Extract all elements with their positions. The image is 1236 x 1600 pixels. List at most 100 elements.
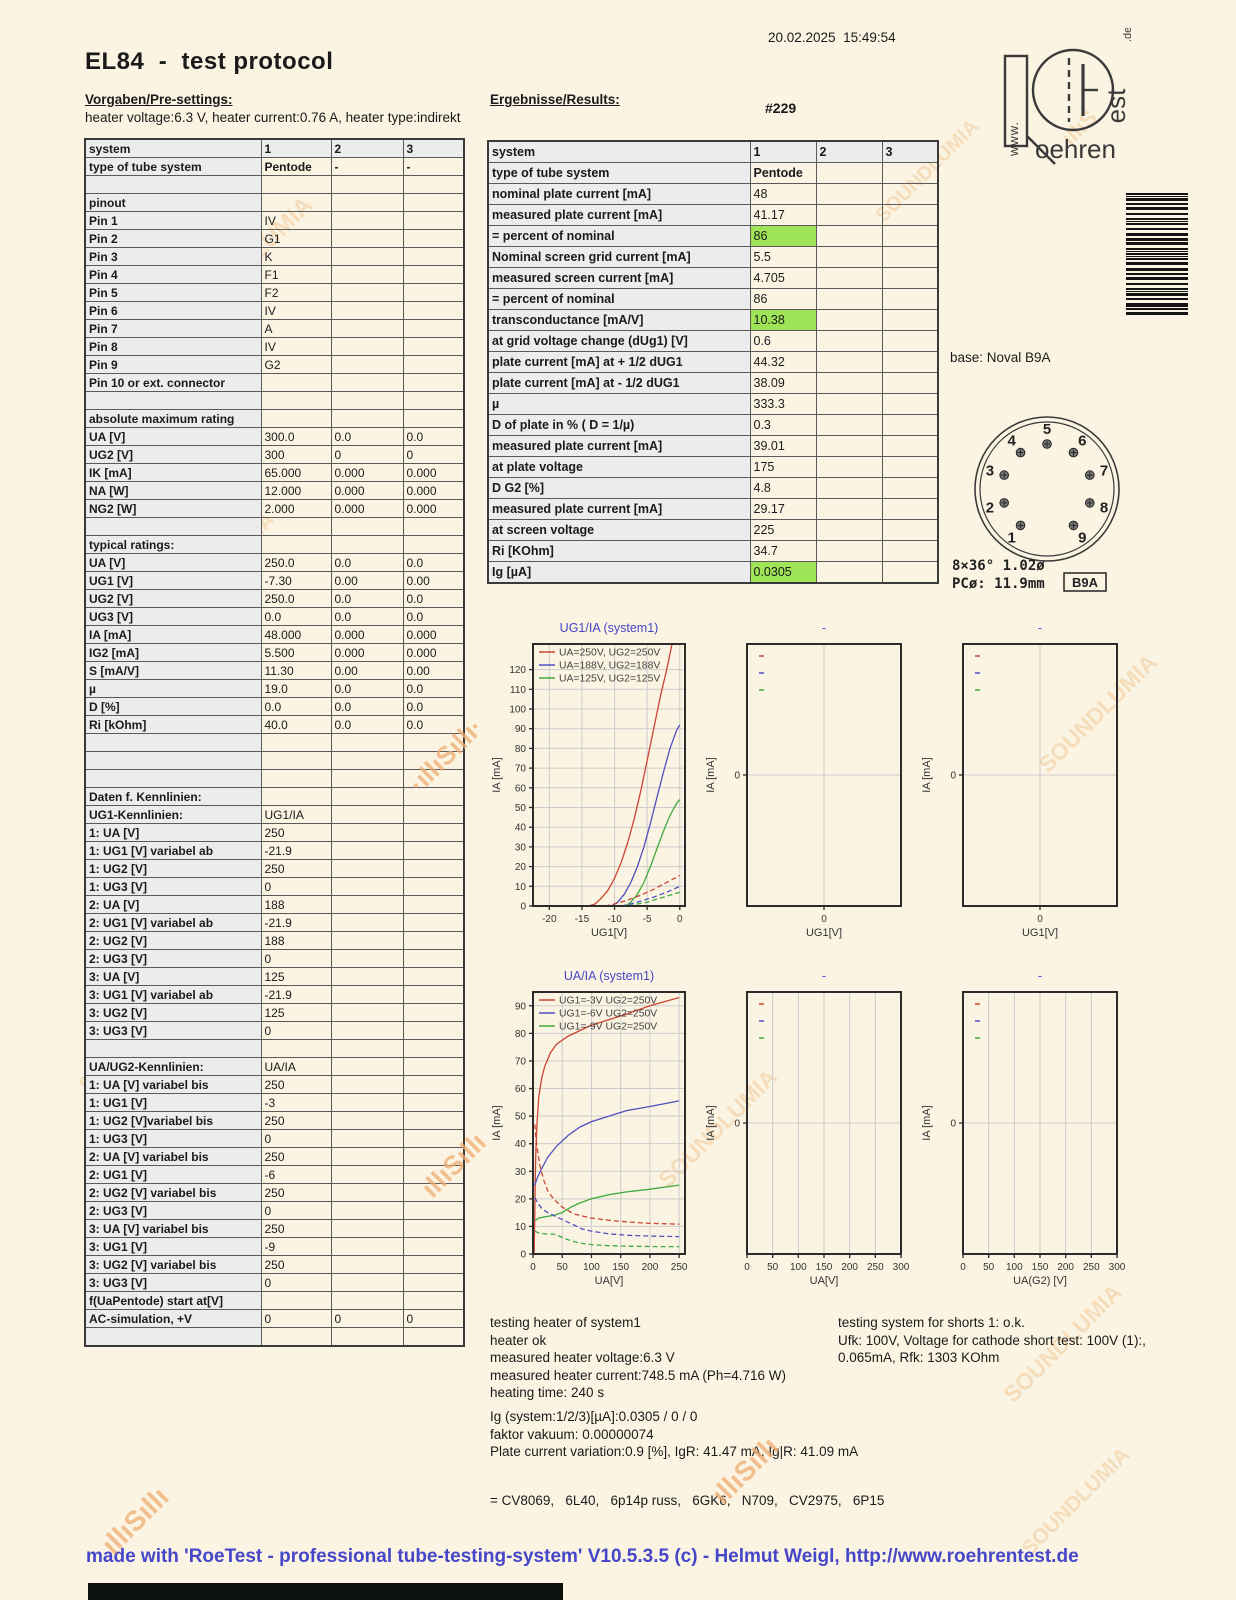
presetting-row: 3: UG1 [V] -9	[84, 1237, 465, 1256]
series-ig2-ug1-3v	[534, 1124, 680, 1225]
presetting-row	[84, 391, 465, 410]
row-label: NG2 [W]	[84, 499, 262, 518]
footer-credit: made with 'RoeTest - professional tube-t…	[86, 1546, 1079, 1567]
result-row: = percent of nominal 86	[487, 288, 939, 310]
row-value-3	[881, 351, 939, 373]
row-label: at grid voltage change (dUg1) [V]	[487, 330, 751, 352]
row-value-1	[260, 409, 332, 428]
row-value-1: Pentode	[260, 157, 332, 176]
row-value-2	[330, 1021, 404, 1040]
barcode	[1126, 193, 1188, 315]
row-value-1: 48	[749, 183, 817, 205]
svg-text:0: 0	[1037, 914, 1043, 925]
row-value-2	[330, 337, 404, 356]
x-axis-label: UA(G2) [V]	[1013, 1275, 1067, 1287]
presetting-row: Pin 2 G1	[84, 229, 465, 248]
base-label: base: Noval B9A	[950, 350, 1051, 365]
row-label: µ	[84, 679, 262, 698]
svg-text:100: 100	[1006, 1262, 1023, 1273]
row-value-3	[402, 1291, 465, 1310]
row-value-2	[330, 913, 404, 932]
svg-text:0: 0	[734, 771, 740, 782]
row-label: IA [mA]	[84, 625, 262, 644]
chart-title: -	[1038, 969, 1042, 983]
row-value-2	[815, 267, 883, 289]
row-value-3	[402, 841, 465, 860]
chart-title: -	[822, 969, 826, 983]
svg-text:100: 100	[583, 1262, 600, 1273]
row-value-2: 0.000	[330, 481, 404, 500]
row-value-3	[402, 895, 465, 914]
presetting-row: D [%] 0.0 0.0 0.0	[84, 697, 465, 716]
row-value-3: 0.000	[402, 499, 465, 518]
presetting-row: Pin 4 F1	[84, 265, 465, 284]
row-label: 2: UG2 [V] variabel bis	[84, 1183, 262, 1202]
row-value-3: 0.0	[402, 697, 465, 716]
row-value-3	[881, 309, 939, 331]
row-label: measured plate current [mA]	[487, 498, 751, 520]
row-label: plate current [mA] at + 1/2 dUG1	[487, 351, 751, 373]
socket-pins: 12 34 5 67 89	[986, 421, 1108, 547]
row-value-1: 4.8	[749, 477, 817, 499]
note-line: faktor vakuum: 0.00000074	[490, 1426, 654, 1442]
svg-text:60: 60	[515, 1084, 527, 1095]
socket-pin-5	[1042, 439, 1052, 449]
presetting-row: Pin 1 IV	[84, 211, 465, 230]
result-row: Ig [µA] 0.0305	[487, 561, 939, 584]
row-value-1: 250	[260, 1219, 332, 1238]
row-label: 3: UG1 [V]	[84, 1237, 262, 1256]
row-value-2	[330, 895, 404, 914]
row-label: UA [V]	[84, 553, 262, 572]
row-value-1: 48.000	[260, 625, 332, 644]
row-value-2	[330, 1327, 404, 1347]
result-row: D of plate in % ( D = 1/µ) 0.3	[487, 414, 939, 436]
legend-entry: UG1=-9V UG2=250V	[559, 1022, 657, 1033]
row-value-1: 250	[260, 1183, 332, 1202]
result-row: measured plate current [mA] 29.17	[487, 498, 939, 520]
row-value-1: Pentode	[749, 162, 817, 184]
row-value-3	[881, 393, 939, 415]
presetting-row	[84, 175, 465, 194]
row-value-3	[402, 1237, 465, 1256]
row-value-3: 0.00	[402, 661, 465, 680]
row-value-1: IV	[260, 337, 332, 356]
row-label: IG2 [mA]	[84, 643, 262, 662]
row-value-1: 0.0	[260, 697, 332, 716]
row-value-2	[330, 733, 404, 752]
row-value-1: IV	[260, 301, 332, 320]
presetting-row: Ri [kOhm] 40.0 0.0 0.0	[84, 715, 465, 734]
row-value-2: 2	[330, 138, 404, 158]
row-value-2	[330, 319, 404, 338]
row-label: 2: UG2 [V]	[84, 931, 262, 950]
row-value-3	[881, 372, 939, 394]
y-axis-label: IA [mA]	[705, 1105, 717, 1140]
row-value-3	[881, 225, 939, 247]
row-value-3	[402, 967, 465, 986]
result-row: type of tube system Pentode	[487, 162, 939, 184]
presetting-row: UA/UG2-Kennlinien: UA/IA	[84, 1057, 465, 1076]
row-value-1: 12.000	[260, 481, 332, 500]
row-value-1: 0	[260, 1129, 332, 1148]
shorts-test-notes: testing system for shorts 1: o.k. Ufk: 10…	[838, 1314, 1146, 1367]
row-value-3	[881, 519, 939, 541]
socket-pin-number: 4	[1008, 432, 1017, 449]
row-label: nominal plate current [mA]	[487, 183, 751, 205]
row-value-1: 40.0	[260, 715, 332, 734]
row-label: Pin 3	[84, 247, 262, 266]
row-label: at screen voltage	[487, 519, 751, 541]
row-value-1	[260, 535, 332, 554]
presettings-heading: Vorgaben/Pre-settings:	[85, 92, 233, 107]
series-ia-ug1-9v	[534, 1184, 680, 1222]
svg-text:30: 30	[515, 842, 527, 853]
svg-text:300: 300	[893, 1262, 910, 1273]
presetting-row: 1: UG2 [V]variabel bis 250	[84, 1111, 465, 1130]
presetting-row: absolute maximum rating	[84, 409, 465, 428]
row-label: Pin 10 or ext. connector	[84, 373, 262, 392]
row-value-1: 250	[260, 1147, 332, 1166]
logo-oehren-text: oehren	[1035, 134, 1116, 164]
row-value-2	[815, 519, 883, 541]
svg-text:110: 110	[510, 685, 526, 696]
row-value-2: 0.0	[330, 715, 404, 734]
row-value-3	[402, 1111, 465, 1130]
